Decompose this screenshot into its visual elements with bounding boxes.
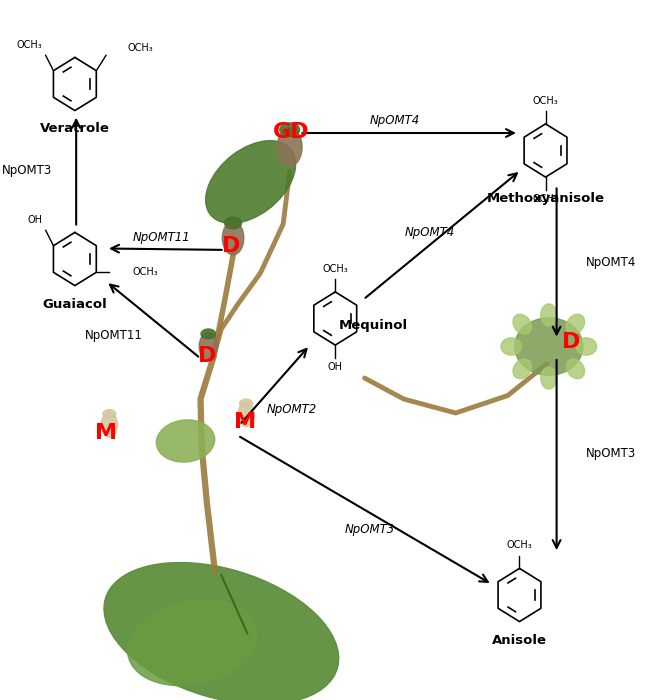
Text: NpOMT2: NpOMT2 [266,403,317,416]
Text: Guaiacol: Guaiacol [42,298,107,311]
Ellipse shape [541,304,557,326]
Text: NpOMT4: NpOMT4 [404,226,455,239]
Text: M: M [95,423,117,442]
Text: M: M [234,412,256,432]
Text: OCH₃: OCH₃ [533,195,559,204]
Ellipse shape [156,420,215,462]
Ellipse shape [104,563,339,700]
Text: Methoxyanisole: Methoxyanisole [486,193,605,206]
Text: Mequinol: Mequinol [339,318,408,332]
Ellipse shape [514,318,583,375]
Ellipse shape [501,338,521,355]
Ellipse shape [541,367,557,389]
Ellipse shape [576,338,596,355]
Text: NpOMT3: NpOMT3 [2,164,53,177]
Text: NpOMT3: NpOMT3 [586,447,636,460]
Ellipse shape [566,314,585,334]
Ellipse shape [222,221,243,255]
Text: NpOMT3: NpOMT3 [344,523,395,536]
Text: Veratrole: Veratrole [40,122,110,136]
Text: NpOMT4: NpOMT4 [586,256,636,269]
Ellipse shape [225,217,242,229]
Ellipse shape [277,127,302,167]
Ellipse shape [240,399,253,407]
Ellipse shape [206,141,296,223]
Ellipse shape [128,599,256,686]
Ellipse shape [566,359,585,379]
Text: D: D [222,237,240,256]
Text: D: D [562,332,581,351]
Ellipse shape [199,332,217,360]
Text: OCH₃: OCH₃ [506,540,533,550]
Text: NpOMT4: NpOMT4 [370,114,421,127]
Ellipse shape [103,410,116,418]
Text: OCH₃: OCH₃ [533,96,559,106]
Text: OCH₃: OCH₃ [132,267,158,277]
Ellipse shape [102,412,118,437]
Text: NpOMT11: NpOMT11 [133,232,190,244]
Text: OH: OH [27,216,42,225]
Text: GD: GD [273,122,310,141]
Ellipse shape [201,329,215,339]
Text: OCH₃: OCH₃ [17,41,42,50]
Ellipse shape [280,123,299,136]
Ellipse shape [238,402,254,427]
Text: D: D [198,346,216,365]
Text: OCH₃: OCH₃ [322,264,348,274]
Text: OCH₃: OCH₃ [128,43,153,53]
Text: NpOMT11: NpOMT11 [85,330,143,342]
Ellipse shape [513,359,531,379]
Text: OH: OH [327,363,343,372]
Text: Anisole: Anisole [492,634,547,647]
Ellipse shape [513,314,531,334]
